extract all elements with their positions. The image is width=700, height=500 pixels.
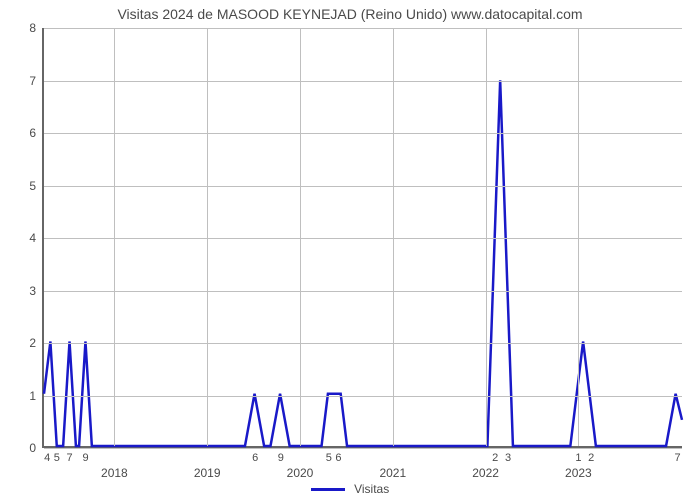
gridline-h <box>44 448 682 449</box>
gridline-h <box>44 28 682 29</box>
gridline-h <box>44 343 682 344</box>
gridline-h <box>44 133 682 134</box>
line-chart: Visitas 2024 de MASOOD KEYNEJAD (Reino U… <box>0 0 700 500</box>
x-tick-label: 2022 <box>472 466 499 480</box>
gridline-h <box>44 81 682 82</box>
peak-label: 4 <box>44 452 50 464</box>
chart-line-svg <box>44 28 682 446</box>
y-tick-label: 6 <box>29 126 36 140</box>
peak-label: 6 <box>335 452 341 464</box>
y-tick-label: 8 <box>29 21 36 35</box>
x-tick-label: 2019 <box>194 466 221 480</box>
peak-label: 2 <box>588 452 594 464</box>
plot-area: 0123456782018201920202021202220234579695… <box>42 28 682 448</box>
y-tick-label: 1 <box>29 389 36 403</box>
y-tick-label: 7 <box>29 74 36 88</box>
gridline-v <box>300 28 301 446</box>
legend: Visitas <box>0 482 700 496</box>
peak-label: 9 <box>278 452 284 464</box>
y-tick-label: 0 <box>29 441 36 455</box>
x-tick-label: 2021 <box>379 466 406 480</box>
gridline-h <box>44 238 682 239</box>
gridline-h <box>44 291 682 292</box>
gridline-v <box>578 28 579 446</box>
y-tick-label: 2 <box>29 336 36 350</box>
peak-label: 6 <box>252 452 258 464</box>
gridline-v <box>114 28 115 446</box>
legend-swatch <box>311 488 345 491</box>
peak-label: 9 <box>83 452 89 464</box>
peak-label: 7 <box>675 452 681 464</box>
gridline-v <box>393 28 394 446</box>
gridline-h <box>44 396 682 397</box>
series-line <box>44 80 682 446</box>
chart-title: Visitas 2024 de MASOOD KEYNEJAD (Reino U… <box>0 6 700 22</box>
gridline-v <box>207 28 208 446</box>
y-tick-label: 4 <box>29 231 36 245</box>
peak-label: 5 <box>326 452 332 464</box>
peak-label: 5 <box>54 452 60 464</box>
x-tick-label: 2018 <box>101 466 128 480</box>
y-tick-label: 3 <box>29 284 36 298</box>
y-tick-label: 5 <box>29 179 36 193</box>
peak-label: 1 <box>575 452 581 464</box>
peak-label: 3 <box>505 452 511 464</box>
gridline-h <box>44 186 682 187</box>
x-tick-label: 2023 <box>565 466 592 480</box>
peak-label: 2 <box>492 452 498 464</box>
x-tick-label: 2020 <box>287 466 314 480</box>
legend-label: Visitas <box>354 482 389 496</box>
peak-label: 7 <box>67 452 73 464</box>
gridline-v <box>486 28 487 446</box>
